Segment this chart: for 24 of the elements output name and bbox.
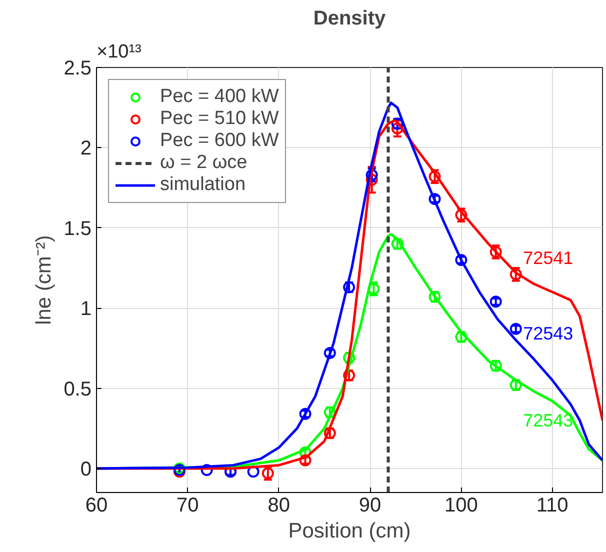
chart-title: Density xyxy=(313,8,386,30)
x-tick-label: 70 xyxy=(176,494,199,516)
legend-label: Pec = 510 kW xyxy=(160,108,279,130)
series-label: 72543 xyxy=(523,323,574,344)
x-tick-label: 110 xyxy=(536,494,568,516)
y-tick-label: 1.5 xyxy=(64,218,92,240)
text: ×10¹³ xyxy=(96,42,142,62)
y-tick-label: 0 xyxy=(80,458,92,480)
y-tick-label: 2 xyxy=(80,138,92,160)
y-axis-title: lne (cm⁻²) xyxy=(32,235,56,325)
x-tick-label: 80 xyxy=(268,494,290,516)
legend-label: Pec = 400 kW xyxy=(160,86,279,108)
y-tick-label: 1 xyxy=(80,298,92,320)
x-tick-label: 60 xyxy=(85,494,108,516)
x-tick-label: 90 xyxy=(358,494,382,516)
y-tick-label: 2.5 xyxy=(64,58,92,80)
legend-label: Pec = 600 kW xyxy=(160,130,279,152)
x-tick-label: 100 xyxy=(444,494,478,516)
annotation: simulation xyxy=(160,174,246,196)
series-label: 72543 xyxy=(523,410,574,430)
y-tick-label: 0.5 xyxy=(64,378,92,400)
series-label: 72541 xyxy=(523,248,574,268)
x-axis-title: Position (cm) xyxy=(288,520,411,542)
annotation: ω = 2 ωce xyxy=(160,152,248,174)
